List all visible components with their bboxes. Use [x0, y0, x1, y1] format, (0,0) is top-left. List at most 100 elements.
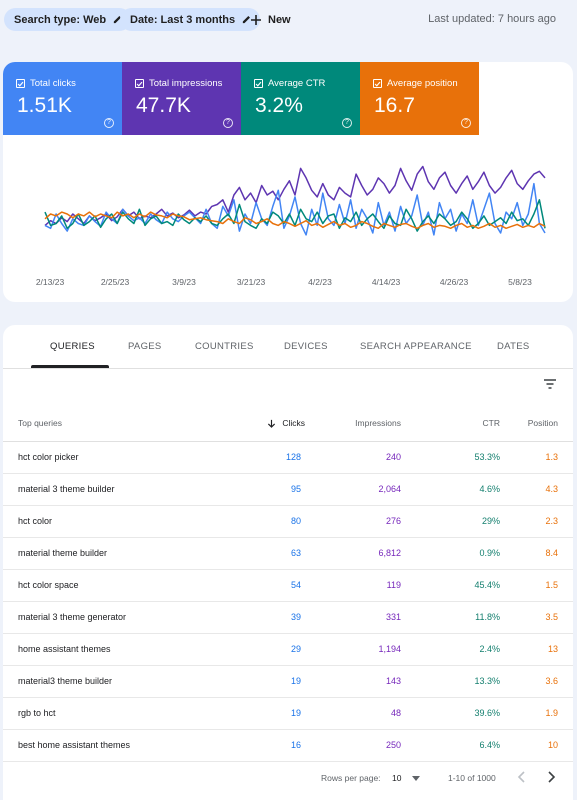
position-cell: 1.5 — [545, 580, 558, 590]
date-range-chip[interactable]: Date: Last 3 months — [120, 8, 261, 31]
table-row[interactable]: rgb to hct 19 48 39.6% 1.9 — [3, 698, 573, 730]
filter-rows-icon[interactable] — [543, 377, 557, 391]
edit-icon — [242, 16, 251, 24]
next-page-icon[interactable] — [544, 770, 558, 784]
tab-queries[interactable]: QUERIES — [50, 341, 95, 352]
checkbox-checked-icon — [373, 79, 382, 88]
impressions-cell: 2,064 — [378, 484, 401, 494]
metric-label: Average position — [387, 78, 458, 89]
results-table-card: QUERIES PAGES COUNTRIES DEVICES SEARCH A… — [3, 325, 573, 800]
header-clicks-label: Clicks — [282, 418, 305, 428]
query-cell: material theme builder — [18, 548, 108, 558]
ctr-cell: 39.6% — [474, 708, 500, 718]
help-icon[interactable]: ? — [342, 118, 352, 128]
previous-page-icon[interactable] — [515, 770, 529, 784]
clicks-cell: 19 — [290, 708, 301, 718]
position-cell: 13 — [547, 644, 558, 654]
new-filter-button[interactable]: New — [250, 8, 291, 31]
metric-tile-total-clicks[interactable]: Total clicks 1.51K? — [3, 62, 122, 135]
table-row[interactable]: hct color space 54 119 45.4% 1.5 — [3, 570, 573, 602]
metric-tile-total-impressions[interactable]: Total impressions 47.7K? — [122, 62, 241, 135]
table-row[interactable]: material theme builder 63 6,812 0.9% 8.4 — [3, 538, 573, 570]
table-body: hct color picker 128 240 53.3% 1.3 material 3… — [3, 442, 573, 762]
impressions-cell: 240 — [385, 452, 401, 462]
metric-value: 3.2% — [255, 94, 303, 117]
impressions-cell: 6,812 — [378, 548, 401, 558]
position-cell: 2.3 — [545, 516, 558, 526]
header-impressions[interactable]: Impressions — [355, 418, 401, 428]
new-filter-label: New — [268, 13, 291, 26]
impressions-cell: 48 — [390, 708, 401, 718]
metric-label-row: Average CTR — [254, 78, 325, 89]
position-cell: 4.3 — [545, 484, 558, 494]
ctr-cell: 53.3% — [474, 452, 500, 462]
metric-value: 47.7K — [136, 94, 191, 117]
tab-devices[interactable]: DEVICES — [284, 341, 328, 352]
metric-value: 1.51K — [17, 94, 72, 117]
help-icon[interactable]: ? — [461, 118, 471, 128]
impressions-cell: 276 — [385, 516, 401, 526]
metric-tile-average-ctr[interactable]: Average CTR 3.2%? — [241, 62, 360, 135]
rows-per-page-select[interactable]: 10 — [392, 773, 421, 783]
checkbox-checked-icon — [16, 79, 25, 88]
header-position[interactable]: Position — [527, 418, 558, 428]
clicks-cell: 63 — [290, 548, 301, 558]
ctr-cell: 0.9% — [479, 548, 500, 558]
metric-label-row: Total clicks — [16, 78, 76, 89]
query-cell: hct color — [18, 516, 53, 526]
impressions-cell: 250 — [385, 740, 401, 750]
sort-descending-icon — [268, 419, 276, 428]
x-tick-label: 2/25/23 — [101, 277, 130, 287]
x-tick-label: 3/9/23 — [172, 277, 196, 287]
tab-countries[interactable]: COUNTRIES — [195, 341, 254, 352]
clicks-cell: 39 — [290, 612, 301, 622]
metric-label: Total impressions — [149, 78, 223, 89]
table-row[interactable]: best home assistant themes 16 250 6.4% 10 — [3, 730, 573, 762]
search-type-chip[interactable]: Search type: Web — [4, 8, 132, 31]
series-line-average-ctr — [44, 199, 546, 232]
header-ctr[interactable]: CTR — [482, 418, 500, 428]
metric-label: Average CTR — [268, 78, 326, 89]
query-cell: home assistant themes — [18, 644, 111, 654]
position-cell: 8.4 — [545, 548, 558, 558]
clicks-cell: 80 — [290, 516, 301, 526]
dropdown-arrow-icon — [412, 775, 421, 781]
position-cell: 1.3 — [545, 452, 558, 462]
checkbox-checked-icon — [254, 79, 263, 88]
metric-tile-average-position[interactable]: Average position 16.7? — [360, 62, 479, 135]
position-cell: 3.5 — [545, 612, 558, 622]
table-header: Top queries Clicks Impressions CTR Posit… — [3, 405, 573, 442]
x-tick-label: 4/26/23 — [440, 277, 469, 287]
ctr-cell: 11.8% — [475, 612, 500, 622]
metric-label-row: Total impressions — [135, 78, 222, 89]
position-cell: 3.6 — [545, 676, 558, 686]
clicks-cell: 54 — [290, 580, 301, 590]
tab-search-appearance[interactable]: SEARCH APPEARANCE — [360, 341, 472, 352]
table-row[interactable]: material 3 theme builder 95 2,064 4.6% 4.3 — [3, 474, 573, 506]
series-line-average-position — [44, 211, 546, 230]
series-line-total-clicks — [44, 182, 546, 236]
ctr-cell: 45.4% — [474, 580, 500, 590]
impressions-cell: 119 — [386, 580, 401, 590]
table-row[interactable]: material 3 theme generator 39 331 11.8% 3.5 — [3, 602, 573, 634]
help-icon[interactable]: ? — [223, 118, 233, 128]
header-clicks[interactable]: Clicks — [267, 418, 305, 428]
table-row[interactable]: material3 theme builder 19 143 13.3% 3.6 — [3, 666, 573, 698]
x-tick-label: 3/21/23 — [237, 277, 266, 287]
clicks-cell: 128 — [285, 452, 301, 462]
help-icon[interactable]: ? — [104, 118, 114, 128]
rows-per-page-value: 10 — [392, 773, 402, 783]
tab-dates[interactable]: DATES — [497, 341, 530, 352]
tab-pages[interactable]: PAGES — [128, 341, 162, 352]
clicks-cell: 95 — [290, 484, 301, 494]
clicks-cell: 29 — [290, 644, 301, 654]
x-tick-label: 2/13/23 — [36, 277, 65, 287]
query-cell: material 3 theme builder — [18, 484, 115, 494]
table-row[interactable]: home assistant themes 29 1,194 2.4% 13 — [3, 634, 573, 666]
pagination-bar: Rows per page: 10 1-10 of 1000 — [3, 765, 573, 795]
ctr-cell: 2.4% — [479, 644, 500, 654]
metric-label: Total clicks — [30, 78, 76, 89]
table-row[interactable]: hct color 80 276 29% 2.3 — [3, 506, 573, 538]
table-row[interactable]: hct color picker 128 240 53.3% 1.3 — [3, 442, 573, 474]
plus-icon — [251, 14, 261, 25]
